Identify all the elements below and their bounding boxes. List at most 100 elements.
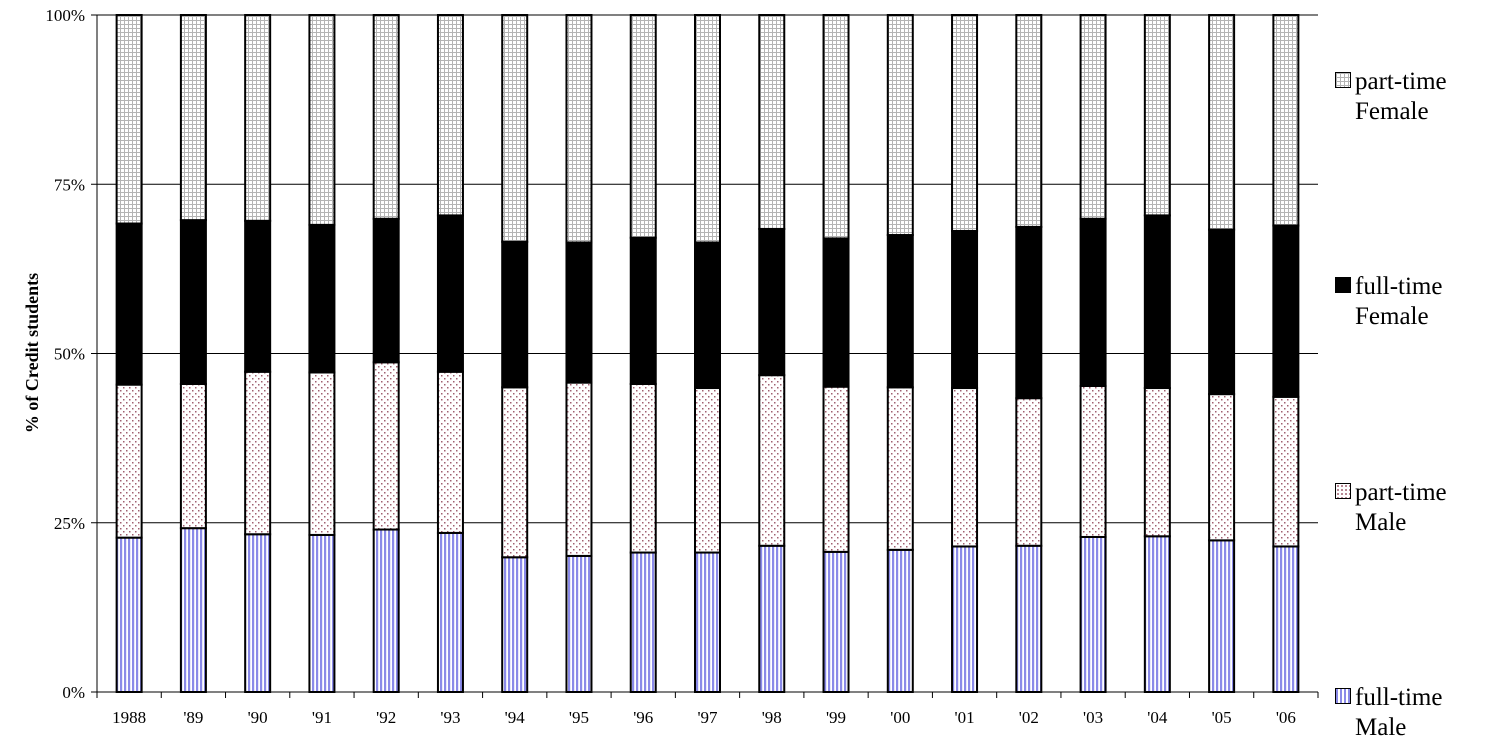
x-tick-label: '92 — [376, 708, 396, 727]
bar-segment-part-time-female — [1015, 14, 1043, 228]
bar-segment-part-time-male — [694, 387, 721, 554]
y-axis-title: % of Credit students — [22, 273, 42, 433]
bar-segment-part-time-male — [372, 361, 400, 531]
legend-item: part-time Male — [1335, 478, 1493, 538]
bar-segment-part-time-female — [886, 14, 914, 237]
bar-segment-part-time-male — [115, 383, 143, 539]
bar-segment-part-time-male — [1079, 384, 1107, 538]
bar-segment-part-time-female — [244, 14, 272, 222]
bar-segment-full-time-male — [694, 551, 721, 694]
legend-swatch — [1335, 277, 1351, 293]
bar-segment-full-time-female — [886, 234, 914, 389]
bar-stack — [886, 14, 914, 694]
bar-segment-part-time-female — [115, 14, 143, 225]
bar-stack — [501, 14, 529, 693]
bar-segment-part-time-male — [179, 382, 207, 530]
x-tick-label: '93 — [440, 708, 460, 727]
bar-segment-part-time-male — [501, 386, 529, 559]
bar-segment-part-time-female — [372, 14, 400, 220]
legend-item: full-time Female — [1335, 272, 1493, 332]
bar-stack — [1208, 14, 1236, 693]
x-tick-label: '04 — [1147, 708, 1168, 727]
x-tick-label: '01 — [955, 708, 975, 727]
bar-stack — [565, 14, 593, 693]
bar-segment-full-time-female — [372, 217, 400, 364]
bar-segment-part-time-male — [436, 370, 464, 534]
y-tick-label: 0% — [62, 683, 85, 702]
bar-segment-full-time-male — [436, 531, 464, 694]
bar-stack — [244, 14, 272, 693]
x-tick-label: '06 — [1276, 708, 1296, 727]
bar-stack — [115, 14, 143, 693]
x-tick-label: '94 — [505, 708, 526, 727]
bar-segment-part-time-male — [1143, 387, 1171, 538]
bar-segment-part-time-male — [951, 387, 979, 548]
bar-segment-part-time-male — [1272, 395, 1300, 548]
legend-label: part-time Female — [1355, 68, 1447, 125]
bar-stack — [436, 14, 464, 694]
bar-stack — [179, 14, 207, 694]
axes: 0% 25% 50% 75% 100% 1988 '89 '90 '91 '92 '93 '94 '95… — [45, 6, 1319, 727]
bar-segment-full-time-female — [694, 241, 721, 390]
bar-segment-part-time-female — [501, 14, 529, 243]
bar-segment-part-time-female — [179, 14, 207, 222]
bar-segment-full-time-male — [244, 533, 272, 693]
x-tick-label: 1988 — [112, 708, 146, 727]
bar-stack — [951, 14, 979, 693]
y-tick-label: 50% — [54, 345, 85, 364]
bar-segment-part-time-female — [565, 14, 593, 244]
x-tick-label: '03 — [1083, 708, 1103, 727]
bar-segment-full-time-female — [1208, 228, 1236, 396]
bar-segment-part-time-female — [308, 14, 336, 226]
bar-stack — [372, 14, 400, 694]
bar-segment-full-time-female — [1079, 217, 1107, 387]
bar-segment-full-time-male — [1079, 535, 1107, 693]
bar-segment-full-time-female — [1272, 224, 1300, 398]
bar-segment-part-time-female — [629, 14, 657, 239]
bar-segment-full-time-female — [244, 219, 272, 373]
bar-segment-full-time-female — [951, 229, 979, 390]
legend-label: part-time Male — [1355, 479, 1447, 536]
bar-segment-full-time-male — [951, 545, 979, 693]
legend-swatch — [1335, 688, 1351, 704]
bar-segment-part-time-female — [1208, 14, 1236, 231]
bar-stack — [758, 14, 786, 693]
y-tick-label: 75% — [54, 175, 85, 194]
bar-segment-full-time-female — [179, 219, 207, 385]
bar-segment-full-time-male — [372, 528, 400, 694]
bar-segment-full-time-female — [115, 222, 143, 386]
bar-segment-part-time-female — [758, 14, 786, 230]
bar-segment-part-time-male — [565, 381, 593, 557]
legend: part-time Female full-time Female part-tim… — [1335, 0, 1493, 752]
bar-segment-full-time-male — [115, 536, 143, 693]
bar-stack — [629, 14, 657, 694]
y-tick-label: 25% — [54, 514, 85, 533]
bar-stack — [1143, 14, 1171, 693]
bar-segment-full-time-male — [1208, 539, 1236, 693]
bar-segment-full-time-male — [1272, 545, 1300, 693]
legend-swatch — [1335, 72, 1351, 88]
bar-segment-part-time-male — [629, 382, 657, 554]
x-tick-label: '05 — [1212, 708, 1232, 727]
bar-segment-full-time-female — [1015, 225, 1043, 400]
legend-swatch — [1335, 483, 1351, 499]
bar-segment-full-time-female — [1143, 214, 1171, 390]
bar-segment-part-time-male — [758, 374, 786, 547]
bar-segment-full-time-female — [822, 237, 850, 388]
bar-stack — [1079, 14, 1107, 693]
bar-segment-part-time-male — [308, 371, 336, 536]
bar-segment-full-time-male — [308, 533, 336, 693]
x-tick-label: '91 — [312, 708, 332, 727]
x-tick-label: '95 — [569, 708, 589, 727]
bar-segment-full-time-male — [822, 550, 850, 694]
bar-segment-part-time-male — [244, 370, 272, 536]
x-tick-label: '96 — [633, 708, 653, 727]
legend-item: full-time Male — [1335, 683, 1493, 743]
x-tick-label: '00 — [890, 708, 910, 727]
bars — [115, 14, 1300, 694]
bar-segment-part-time-female — [951, 14, 979, 232]
bar-segment-full-time-male — [758, 544, 786, 693]
x-tick-label: '97 — [697, 708, 718, 727]
bar-segment-part-time-female — [1079, 14, 1107, 220]
